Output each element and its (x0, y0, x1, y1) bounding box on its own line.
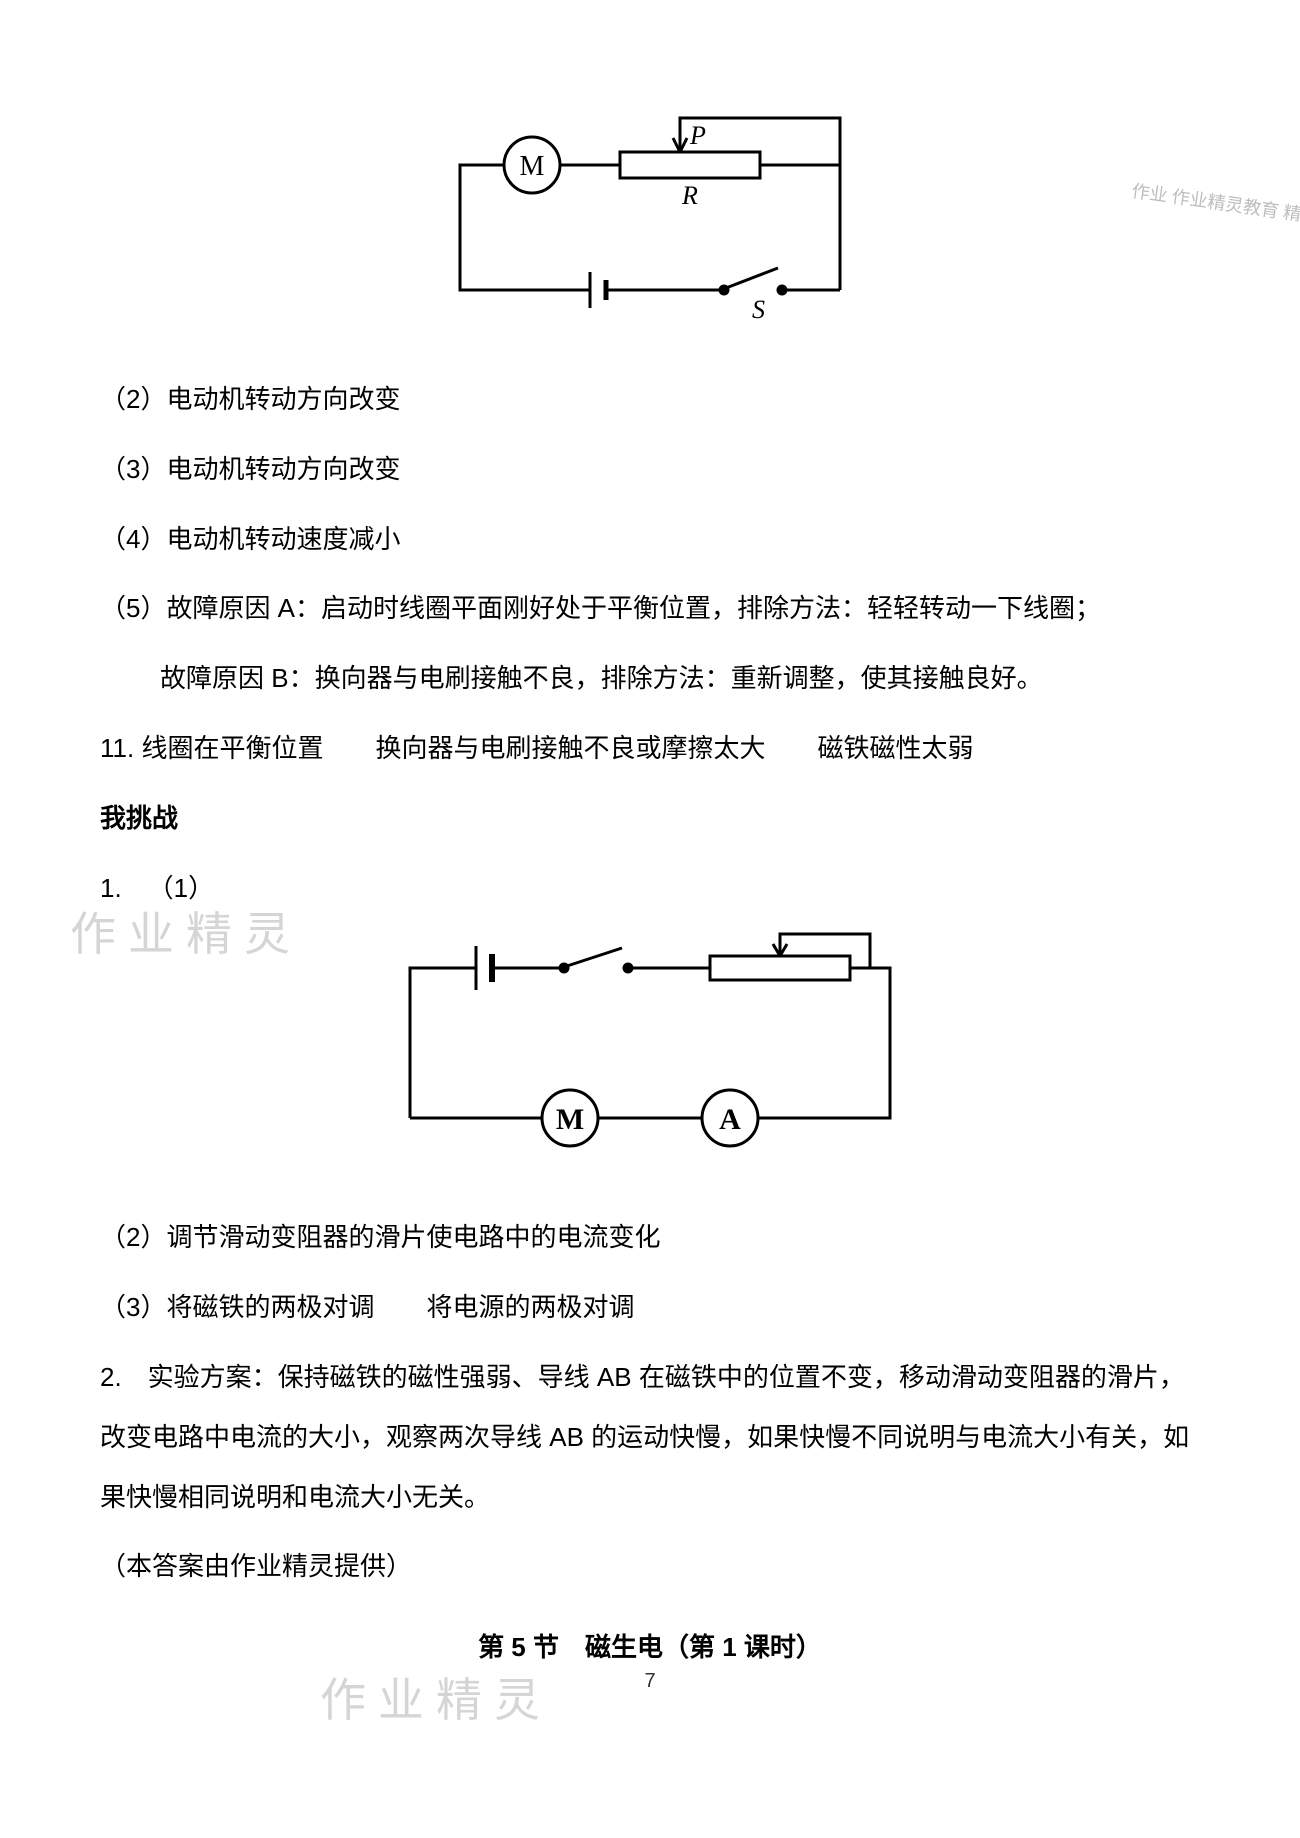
section-title: 第 5 节 磁生电（第 1 课时） (100, 1627, 1200, 1664)
circuit1-label-S: S (752, 295, 765, 324)
page-root: M P R S 作业 作业精灵教育 精灵 （2）电动机转动方向改变 （3）电动机… (0, 0, 1300, 1770)
circuit2-label-A: A (719, 1103, 741, 1136)
answer-11: 11. 线圈在平衡位置 换向器与电刷接触不良或摩擦太大 磁铁磁性太弱 (100, 719, 1200, 779)
answer-5b: 故障原因 B：换向器与电刷接触不良，排除方法：重新调整，使其接触良好。 (100, 649, 1200, 709)
challenge-1-3: （3）将磁铁的两极对调 将电源的两极对调 (100, 1278, 1200, 1338)
challenge-1-2: （2）调节滑动变阻器的滑片使电路中的电流变化 (100, 1208, 1200, 1268)
circuit1-label-R: R (681, 181, 698, 210)
page-number: 7 (100, 1670, 1200, 1693)
answer-5a: （5）故障原因 A：启动时线圈平面刚好处于平衡位置，排除方法：轻轻转动一下线圈； (100, 579, 1200, 639)
circuit1-label-M: M (520, 151, 545, 182)
challenge-1-1: 1. （1） (100, 859, 1200, 919)
challenge-header: 我挑战 (100, 789, 1200, 849)
circuit-diagram-1: M P R S 作业 作业精灵教育 精灵 (100, 100, 1200, 330)
answer-4: （4）电动机转动速度减小 (100, 510, 1200, 570)
circuit1-svg: M P R S (410, 100, 890, 330)
watermark-stamp: 作业 作业精灵教育 精灵 (1130, 177, 1300, 229)
challenge-2: 2. 实验方案：保持磁铁的磁性强弱、导线 AB 在磁铁中的位置不变，移动滑动变阻… (100, 1348, 1200, 1527)
answer-3: （3）电动机转动方向改变 (100, 440, 1200, 500)
circuit-diagram-2: 作业精灵 (100, 928, 1200, 1168)
circuit1-label-P: P (689, 121, 706, 150)
circuit2-svg: M A (370, 928, 930, 1168)
circuit2-label-M: M (556, 1103, 584, 1136)
answer-2: （2）电动机转动方向改变 (100, 370, 1200, 430)
provider-note: （本答案由作业精灵提供） (100, 1537, 1200, 1597)
